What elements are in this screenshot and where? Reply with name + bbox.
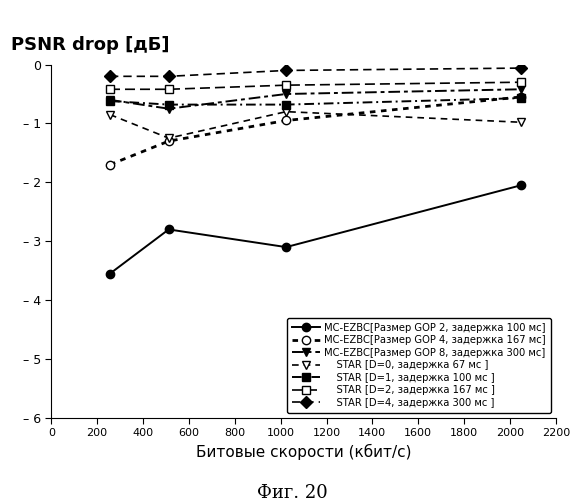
Legend: MC-EZBC[Размер GOP 2, задержка 100 мс], MC-EZBC[Размер GOP 4, задержка 167 мс], : MC-EZBC[Размер GOP 2, задержка 100 мс], … <box>287 318 551 413</box>
X-axis label: Битовые скорости (кбит/с): Битовые скорости (кбит/с) <box>196 444 411 460</box>
Text: Фиг. 20: Фиг. 20 <box>257 484 328 500</box>
Text: PSNR drop [дБ]: PSNR drop [дБ] <box>11 36 170 54</box>
